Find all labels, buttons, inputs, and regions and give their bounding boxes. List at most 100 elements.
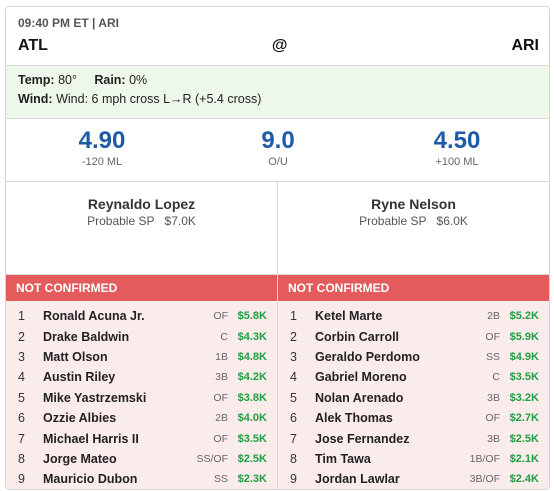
player-row[interactable]: 8 Jorge Mateo SS/OF $2.5K <box>6 449 277 469</box>
teams-row: ATL @ ARI <box>18 37 539 55</box>
rain-value: 0% <box>129 73 148 87</box>
temp-label: Temp: <box>18 73 55 87</box>
player-order: 4 <box>18 370 25 385</box>
player-name[interactable]: Ronald Acuna Jr. <box>43 309 145 324</box>
home-implied-total: 4.50 +100 ML <box>397 127 517 168</box>
away-pitcher-info: Probable SP $7.0K <box>6 214 277 228</box>
player-row[interactable]: 8 Tim Tawa 1B/OF $2.1K <box>278 449 549 469</box>
player-row[interactable]: 2 Drake Baldwin C $4.3K <box>6 326 277 346</box>
player-position: C <box>220 330 228 343</box>
player-name[interactable]: Geraldo Perdomo <box>315 349 420 364</box>
player-order: 1 <box>290 309 297 324</box>
player-salary: $2.1K <box>509 452 539 465</box>
player-salary: $5.2K <box>509 310 539 323</box>
home-pitcher: Ryne Nelson Probable SP $6.0K <box>278 182 549 274</box>
player-name[interactable]: Mike Yastrzemski <box>43 390 147 405</box>
player-row[interactable]: 5 Mike Yastrzemski OF $3.8K <box>6 388 277 408</box>
ou-value: 9.0 <box>261 127 295 154</box>
player-position: 1B/OF <box>469 452 500 465</box>
game-time: 09:40 PM ET | ARI <box>18 16 119 30</box>
player-name[interactable]: Austin Riley <box>43 370 116 385</box>
player-row[interactable]: 6 Alek Thomas OF $2.7K <box>278 408 549 428</box>
player-order: 6 <box>290 411 297 426</box>
home-lineup: NOT CONFIRMED 1 Ketel Marte 2B $5.2K 2 Corbin… <box>278 275 549 489</box>
player-order: 3 <box>290 349 297 364</box>
away-pitcher-name[interactable]: Reynaldo Lopez <box>87 196 196 212</box>
player-name[interactable]: Tim Tawa <box>315 451 371 466</box>
player-row[interactable]: 1 Ronald Acuna Jr. OF $5.8K <box>6 306 277 326</box>
player-name[interactable]: Gabriel Moreno <box>315 370 407 385</box>
away-lineup-status: NOT CONFIRMED <box>6 275 277 301</box>
player-salary: $2.5K <box>509 432 539 445</box>
matchup-card: 09:40 PM ET | ARI ATL @ ARI Temp: 80° Ra… <box>5 6 550 490</box>
player-name[interactable]: Jose Fernandez <box>315 431 410 446</box>
player-salary: $5.8K <box>237 310 267 323</box>
player-row[interactable]: 4 Gabriel Moreno C $3.5K <box>278 367 549 387</box>
player-name[interactable]: Mauricio Dubon <box>43 472 138 487</box>
player-name[interactable]: Corbin Carroll <box>315 329 400 344</box>
player-order: 5 <box>290 390 297 405</box>
player-salary: $4.8K <box>237 350 267 363</box>
home-total-value: 4.50 <box>433 127 481 154</box>
player-position: OF <box>213 310 228 323</box>
player-row[interactable]: 9 Mauricio Dubon SS $2.3K <box>6 469 277 489</box>
player-salary: $4.0K <box>237 412 267 425</box>
player-salary: $2.3K <box>237 473 267 486</box>
player-salary: $2.7K <box>509 412 539 425</box>
player-position: SS <box>485 350 500 363</box>
player-order: 9 <box>18 472 25 487</box>
player-row[interactable]: 3 Geraldo Perdomo SS $4.9K <box>278 347 549 367</box>
lineups: NOT CONFIRMED 1 Ronald Acuna Jr. OF $5.8K 2 D… <box>6 275 549 489</box>
player-row[interactable]: 7 Jose Fernandez 3B $2.5K <box>278 428 549 448</box>
player-salary: $3.8K <box>237 391 267 404</box>
away-moneyline: -120 ML <box>81 156 123 168</box>
player-order: 8 <box>18 451 25 466</box>
player-name[interactable]: Ketel Marte <box>315 309 383 324</box>
player-order: 6 <box>18 411 25 426</box>
player-salary: $4.9K <box>509 350 539 363</box>
weather-row-wind: Wind: Wind: 6 mph cross L→R (+5.4 cross) <box>18 92 261 106</box>
player-row[interactable]: 2 Corbin Carroll OF $5.9K <box>278 326 549 346</box>
player-name[interactable]: Alek Thomas <box>315 411 393 426</box>
player-row[interactable]: 5 Nolan Arenado 3B $3.2K <box>278 388 549 408</box>
player-salary: $5.9K <box>509 330 539 343</box>
player-order: 3 <box>18 349 25 364</box>
player-row[interactable]: 7 Michael Harris II OF $3.5K <box>6 428 277 448</box>
player-row[interactable]: 3 Matt Olson 1B $4.8K <box>6 347 277 367</box>
player-row[interactable]: 9 Jordan Lawlar 3B/OF $2.4K <box>278 469 549 489</box>
wind-label: Wind: <box>18 92 53 106</box>
player-position: OF <box>213 432 228 445</box>
player-name[interactable]: Michael Harris II <box>43 431 139 446</box>
player-position: 2B <box>215 412 228 425</box>
player-salary: $3.5K <box>509 371 539 384</box>
over-under: 9.0 O/U <box>218 127 338 168</box>
player-name[interactable]: Drake Baldwin <box>43 329 130 344</box>
player-position: 2B <box>487 310 500 323</box>
player-position: 3B/OF <box>469 473 500 486</box>
player-position: OF <box>485 330 500 343</box>
player-name[interactable]: Ozzie Albies <box>43 411 117 426</box>
player-position: 1B <box>215 350 228 363</box>
player-position: OF <box>213 391 228 404</box>
player-row[interactable]: 1 Ketel Marte 2B $5.2K <box>278 306 549 326</box>
away-lineup: NOT CONFIRMED 1 Ronald Acuna Jr. OF $5.8K 2 D… <box>6 275 278 489</box>
player-row[interactable]: 4 Austin Riley 3B $4.2K <box>6 367 277 387</box>
player-position: 3B <box>487 391 500 404</box>
player-order: 2 <box>18 329 25 344</box>
player-row[interactable]: 6 Ozzie Albies 2B $4.0K <box>6 408 277 428</box>
matchup-header: 09:40 PM ET | ARI ATL @ ARI <box>6 7 549 66</box>
player-position: C <box>492 371 500 384</box>
home-pitcher-name[interactable]: Ryne Nelson <box>371 196 456 212</box>
player-order: 8 <box>290 451 297 466</box>
player-name[interactable]: Matt Olson <box>43 349 108 364</box>
player-name[interactable]: Jordan Lawlar <box>315 472 400 487</box>
player-salary: $3.2K <box>509 391 539 404</box>
home-team[interactable]: ARI <box>511 37 539 54</box>
player-name[interactable]: Jorge Mateo <box>43 451 117 466</box>
player-name[interactable]: Nolan Arenado <box>315 390 404 405</box>
player-salary: $2.5K <box>237 452 267 465</box>
weather-panel: Temp: 80° Rain: 0% Wind: Wind: 6 mph cro… <box>6 66 549 119</box>
away-team[interactable]: ATL <box>18 37 48 54</box>
away-implied-total: 4.90 -120 ML <box>42 127 162 168</box>
at-separator: @ <box>271 37 288 54</box>
